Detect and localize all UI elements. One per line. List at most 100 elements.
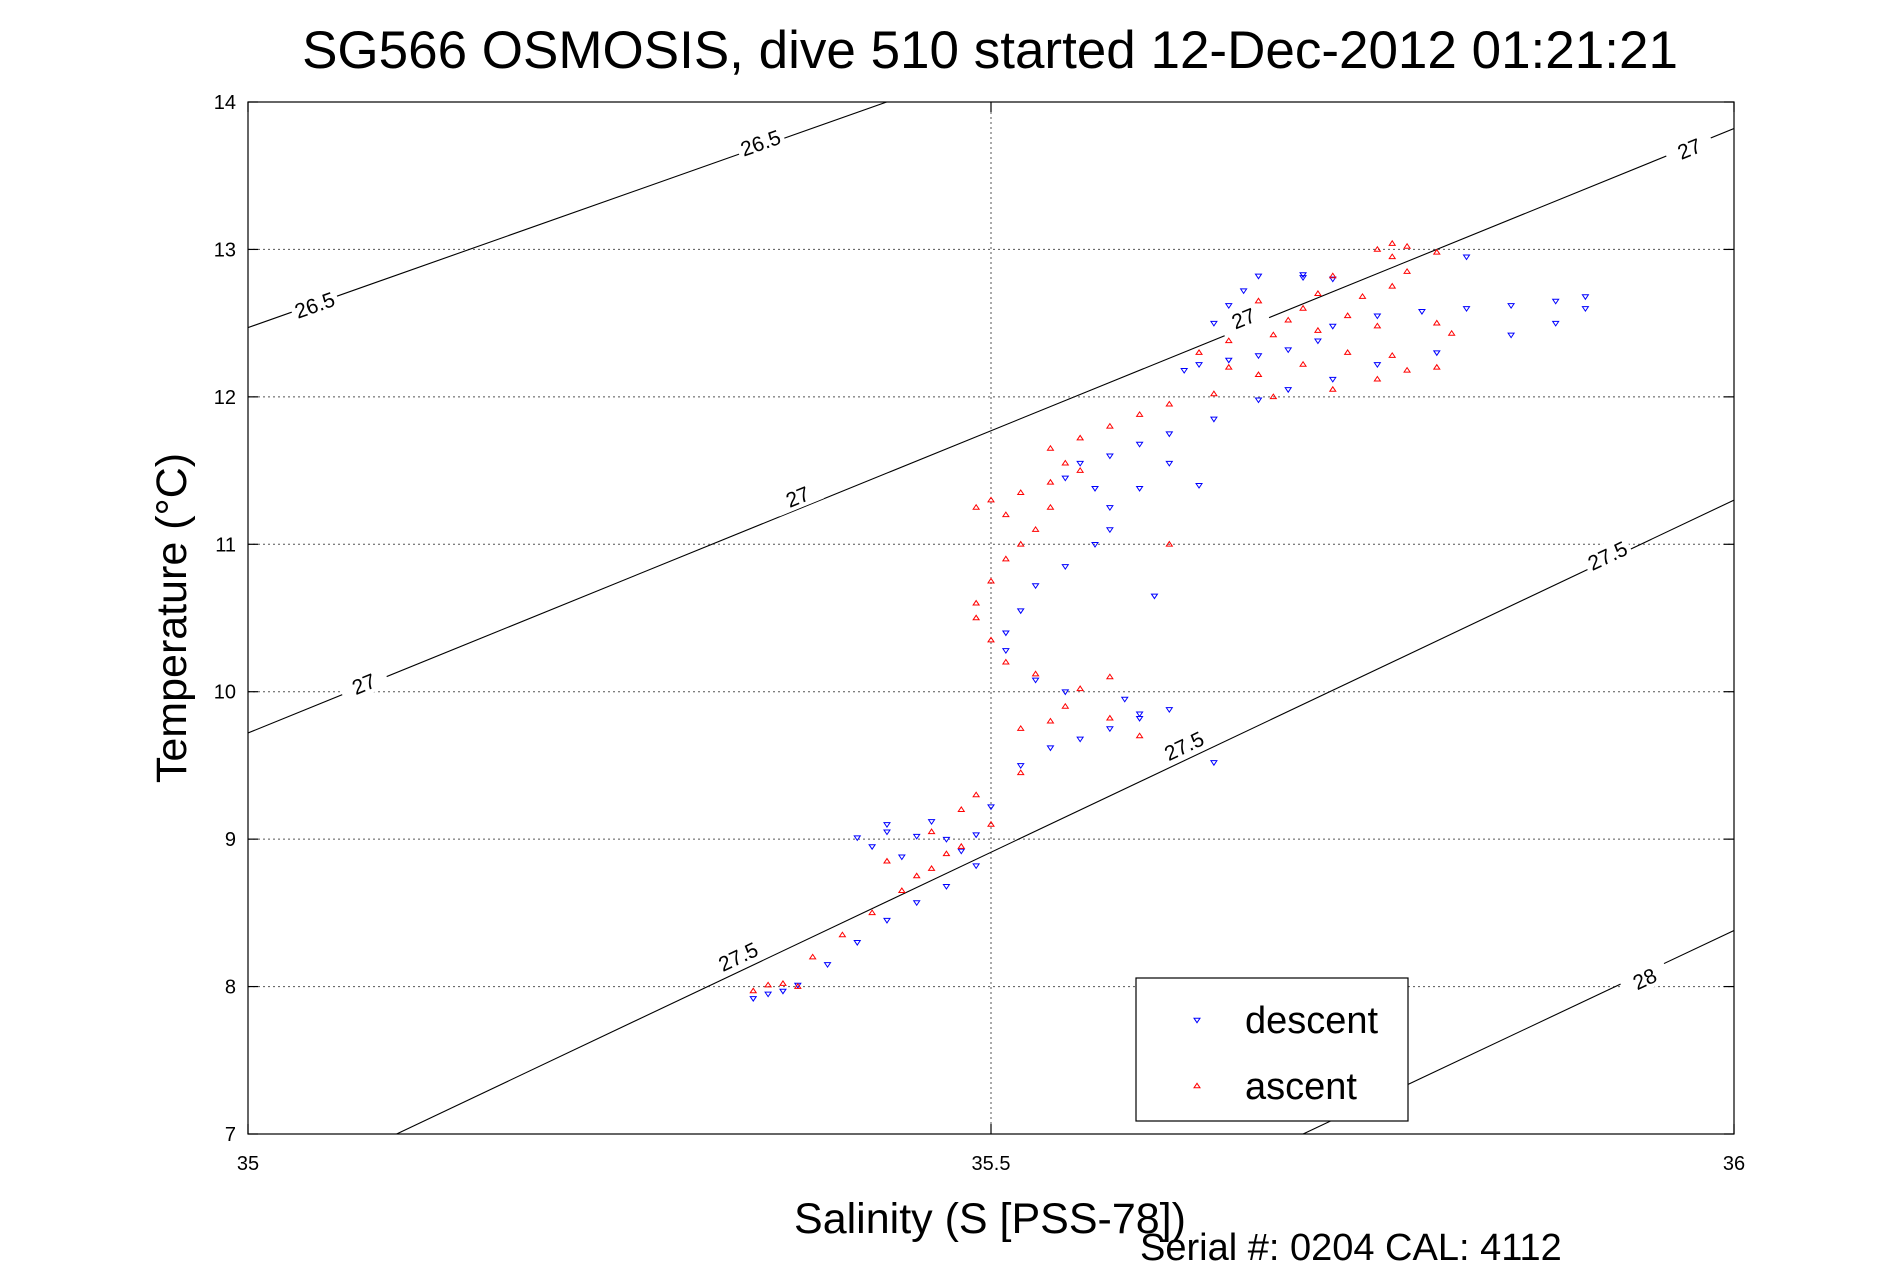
descent-point: [1165, 460, 1174, 467]
ascent-point: [1388, 239, 1397, 246]
ascent-point: [1165, 400, 1174, 407]
descent-point: [868, 844, 877, 851]
ascent-point: [1432, 248, 1441, 255]
y-axis-label: Temperature (°C): [148, 453, 196, 783]
ascent-point: [1016, 489, 1025, 495]
ascent-point: [987, 577, 995, 584]
ascent-point: [1105, 422, 1114, 429]
descent-point: [1299, 275, 1307, 282]
chart-title: SG566 OSMOSIS, dive 510 started 12-Dec-2…: [302, 21, 1678, 80]
descent-point: [1432, 350, 1441, 357]
descent-point: [1284, 347, 1293, 354]
descent-point: [1001, 648, 1010, 655]
ascent-point: [793, 982, 802, 989]
descent-point: [912, 833, 921, 840]
descent-point: [853, 940, 862, 946]
legend-marker-descent: [1193, 1017, 1201, 1024]
ascent-point: [1016, 540, 1025, 547]
descent-point: [957, 848, 966, 855]
ascent-point: [1046, 444, 1055, 451]
descent-point: [883, 822, 891, 829]
descent-point: [1224, 303, 1233, 310]
isopycnal-label-mask: [733, 123, 787, 162]
ascent-point: [987, 496, 995, 503]
descent-point: [1031, 677, 1040, 684]
descent-point: [1195, 483, 1203, 489]
descent-point: [1046, 745, 1055, 752]
ascent-point: [1195, 349, 1203, 355]
isopycnal-line: [248, 127, 1734, 734]
ascent-point: [1313, 326, 1322, 333]
ascent-point: [1165, 540, 1174, 547]
ascent-point: [1105, 714, 1114, 721]
ascent-point: [1358, 293, 1367, 299]
descent-point: [1462, 254, 1471, 261]
ascent-point: [972, 614, 981, 621]
descent-point: [1209, 416, 1218, 423]
descent-point: [897, 854, 906, 861]
descent-point: [1581, 294, 1590, 301]
ascent-point: [1388, 282, 1397, 289]
ascent-point: [972, 791, 981, 798]
ascent-point: [1328, 385, 1337, 392]
x-tick-label: 35.5: [972, 1153, 1011, 1175]
ascent-point: [1046, 478, 1055, 485]
y-tick-label: 11: [215, 534, 236, 556]
descent-point: [1016, 608, 1025, 615]
descent-point: [1373, 362, 1382, 369]
ascent-point: [1001, 511, 1010, 518]
descent-point: [1299, 272, 1307, 279]
isopycnal-label-mask: [1216, 297, 1271, 338]
isopycnal-label-mask: [1580, 534, 1635, 577]
x-tick-label: 36: [1723, 1153, 1745, 1175]
descent-point: [1091, 541, 1099, 548]
descent-point: [1224, 357, 1233, 364]
isopycnal-label-mask: [336, 663, 391, 704]
legend-items: descent ascent: [1193, 1000, 1379, 1108]
grid-lines: [248, 102, 1734, 1134]
descent-point: [1076, 736, 1085, 743]
descent-point: [1373, 313, 1382, 320]
descent-point: [972, 863, 981, 870]
x-tick-label: 35: [237, 1153, 259, 1175]
descent-point: [1254, 353, 1263, 360]
ascent-point: [1105, 673, 1114, 680]
ascent-point: [1254, 297, 1263, 304]
descent-point: [1418, 309, 1426, 315]
descent-point: [1105, 726, 1114, 733]
descent-point: [1507, 303, 1516, 310]
ascent-point: [1299, 304, 1307, 311]
ascent-point: [1031, 670, 1040, 677]
descent-point: [1328, 323, 1337, 330]
ascent-point: [1135, 732, 1144, 739]
descent-point: [1195, 362, 1203, 369]
descent-point: [1209, 760, 1218, 767]
descent-point: [1328, 276, 1337, 283]
axis-ticks: 35 35.5 36 7 8 9 10 11 12 13 14: [214, 92, 1745, 1175]
legend-label-descent: descent: [1245, 1000, 1379, 1042]
ascent-point: [1388, 253, 1397, 260]
ascent-point: [927, 865, 936, 871]
ascent-point: [1403, 242, 1412, 249]
ascent-point: [749, 987, 758, 994]
x-axis-label: Salinity (S [PSS-78]): [794, 1195, 1186, 1243]
y-tick-label: 14: [214, 92, 236, 114]
ascent-point: [912, 872, 921, 879]
descent-point: [823, 962, 832, 969]
y-tick-label: 12: [214, 387, 236, 409]
descent-point: [1551, 320, 1560, 327]
descent-point: [1462, 306, 1471, 313]
descent-point: [1551, 298, 1560, 305]
ascent-point: [1046, 503, 1055, 510]
descent-point: [1105, 527, 1114, 534]
ascent-point: [1388, 351, 1397, 358]
descent-point: [912, 900, 921, 907]
ascent-point: [1447, 329, 1456, 336]
descent-point: [972, 832, 981, 839]
ascent-point: [1016, 724, 1025, 731]
descent-point: [883, 917, 891, 924]
descent-point: [1061, 689, 1070, 696]
ascent-point: [1284, 316, 1293, 323]
ascent-point: [1076, 685, 1085, 692]
